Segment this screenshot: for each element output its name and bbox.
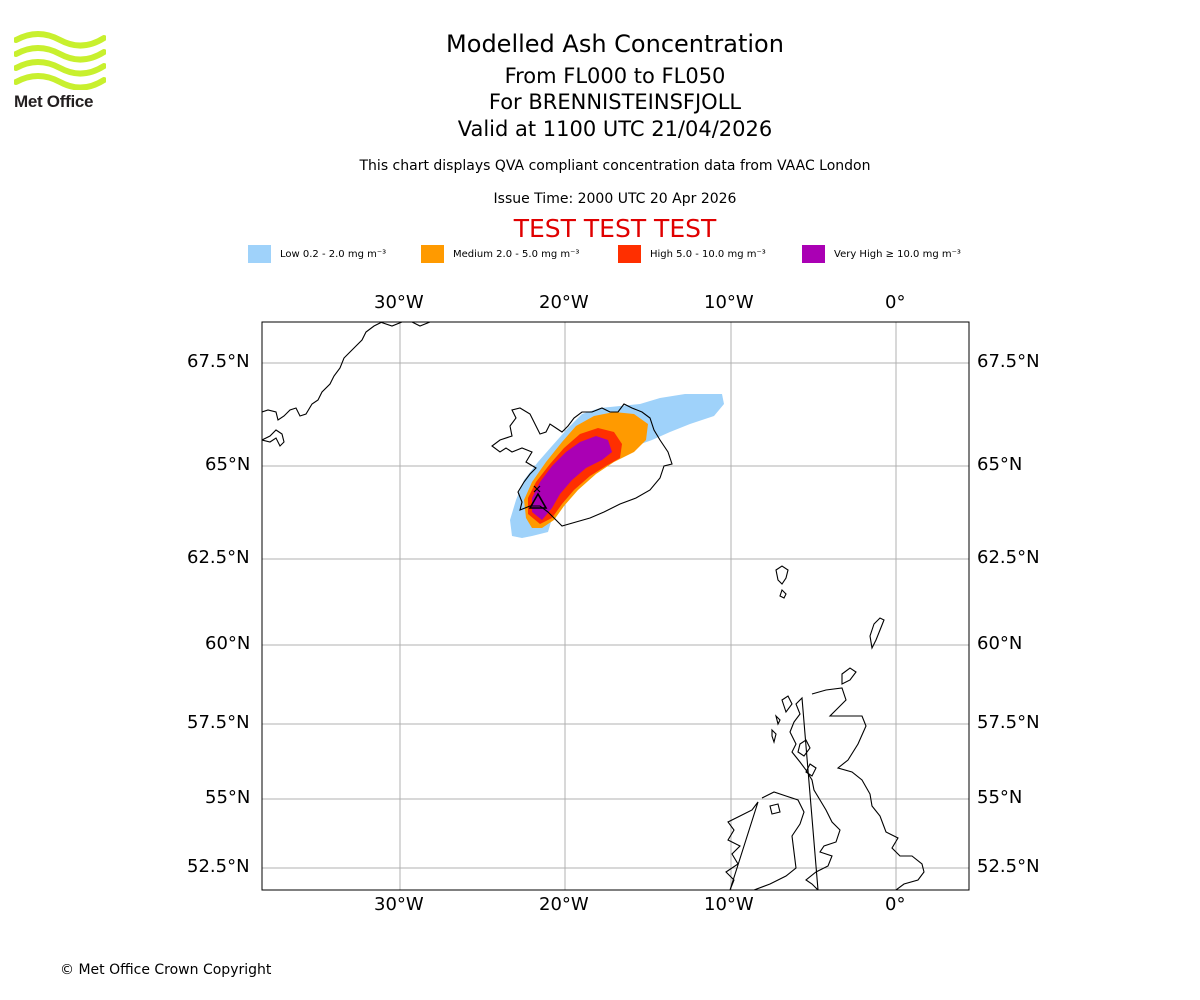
legend-item-very-high: Very High ≥ 10.0 mg m⁻³ (802, 244, 961, 264)
lat-tick-right-57-5: 57.5°N (977, 712, 1040, 733)
orkney-coast (841, 667, 857, 685)
lon-tick-bottom-10w: 10°W (704, 894, 754, 915)
legend-item-high: High 5.0 - 10.0 mg m⁻³ (618, 244, 766, 264)
ash-low-region (510, 394, 724, 538)
scotland-west-islands (797, 739, 817, 777)
greenland-coast (262, 322, 431, 447)
legend-label-very-high: Very High ≥ 10.0 mg m⁻³ (834, 248, 961, 260)
volcano-marker-icon (533, 485, 541, 493)
compliance-note: This chart displays QVA compliant concen… (359, 158, 871, 174)
ash-very-high-region (532, 436, 612, 520)
shetland-coast (869, 617, 885, 650)
volcano-triangle-icon (528, 492, 548, 509)
map-frame (261, 321, 970, 891)
lon-tick-top-10w: 10°W (704, 292, 754, 313)
hebrides-coast (771, 695, 793, 744)
legend-swatch-medium (421, 245, 444, 263)
lon-tick-bottom-30w: 30°W (374, 894, 424, 915)
lat-tick-right-55: 55°N (977, 787, 1023, 808)
ireland-coast (725, 791, 805, 890)
valid-time: Valid at 1100 UTC 21/04/2026 (457, 117, 773, 141)
lon-tick-top-0: 0° (885, 292, 906, 313)
faroe-coast (775, 565, 789, 599)
lon-tick-top-20w: 20°W (539, 292, 589, 313)
great-britain-coast (789, 687, 925, 890)
met-office-logo-icon (14, 31, 106, 90)
lon-tick-bottom-0: 0° (885, 894, 906, 915)
lon-tick-bottom-20w: 20°W (539, 894, 589, 915)
volcano-name: For BRENNISTEINSFJOLL (488, 90, 742, 114)
lat-tick-right-62-5: 62.5°N (977, 547, 1040, 568)
legend-label-medium: Medium 2.0 - 5.0 mg m⁻³ (453, 248, 580, 260)
lat-tick-right-67-5: 67.5°N (977, 351, 1040, 372)
legend-swatch-very-high (802, 245, 825, 263)
legend-item-medium: Medium 2.0 - 5.0 mg m⁻³ (421, 244, 579, 264)
issue-time: Issue Time: 2000 UTC 20 Apr 2026 (493, 191, 737, 207)
legend-item-low: Low 0.2 - 2.0 mg m⁻³ (248, 244, 386, 264)
lough-coast (769, 803, 781, 815)
iceland-coast (491, 403, 673, 527)
lat-tick-right-52-5: 52.5°N (977, 856, 1040, 877)
lat-tick-left-62-5: 62.5°N (187, 547, 250, 568)
legend-swatch-high (618, 245, 641, 263)
legend-label-high: High 5.0 - 10.0 mg m⁻³ (650, 248, 766, 260)
copyright-notice: © Met Office Crown Copyright (60, 962, 272, 978)
lat-tick-left-67-5: 67.5°N (187, 351, 250, 372)
graticule (262, 322, 969, 890)
met-office-logo-text: Met Office (14, 92, 94, 111)
lat-tick-right-60: 60°N (977, 633, 1023, 654)
flight-level-range: From FL000 to FL050 (504, 64, 726, 88)
coastlines (262, 322, 925, 890)
lat-tick-left-52-5: 52.5°N (187, 856, 250, 877)
chart-title: Modelled Ash Concentration (446, 30, 784, 58)
lat-tick-right-65: 65°N (977, 454, 1023, 475)
test-banner: TEST TEST TEST (513, 214, 717, 243)
lat-tick-left-60: 60°N (205, 633, 251, 654)
legend-swatch-low (248, 245, 271, 263)
lon-tick-top-30w: 30°W (374, 292, 424, 313)
lat-tick-left-55: 55°N (205, 787, 251, 808)
lat-tick-left-65: 65°N (205, 454, 251, 475)
legend-label-low: Low 0.2 - 2.0 mg m⁻³ (280, 248, 387, 260)
lat-tick-left-57-5: 57.5°N (187, 712, 250, 733)
